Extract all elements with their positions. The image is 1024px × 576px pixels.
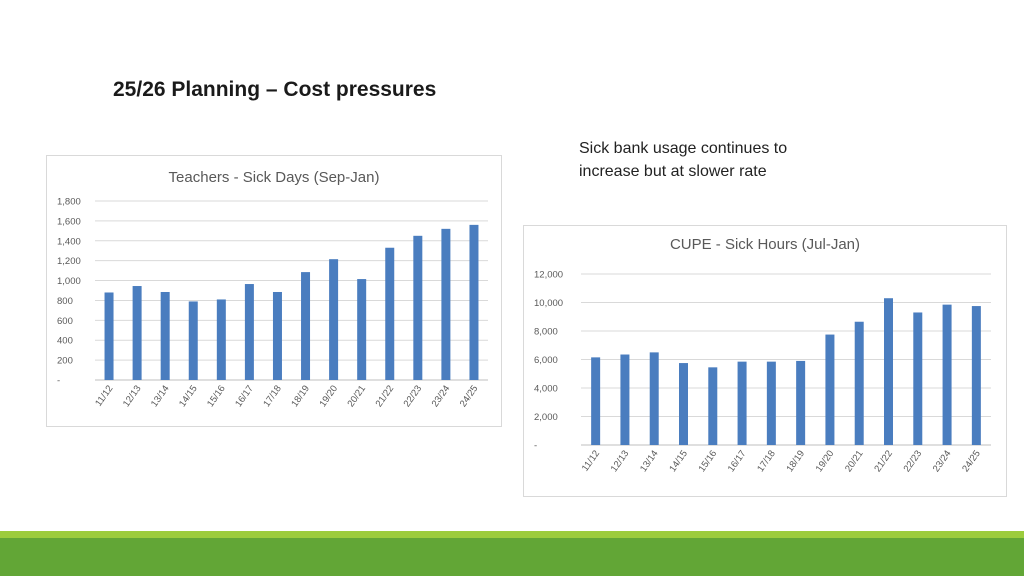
y-tick-label: 1,600 [57,216,81,227]
bar [971,306,981,445]
bar [825,334,835,445]
teachers-sick-days-chart: Teachers - Sick Days (Sep-Jan) - 200 400 60… [46,155,502,427]
x-tick-label: 22/23 [902,448,925,474]
bar [357,279,367,380]
x-tick-label: 20/21 [345,383,368,409]
x-tick-label: 23/24 [430,383,453,409]
x-tick-label: 19/20 [814,448,837,474]
x-tick-label: 18/19 [289,383,312,409]
y-tick-label: 1,400 [57,236,81,247]
bar [188,301,198,380]
y-tick-label: 4,000 [534,384,558,395]
y-tick-label: 2,000 [534,412,558,423]
x-tick-label: 23/24 [931,448,954,474]
x-tick-label: 15/16 [697,448,720,474]
y-tick-label: 8,000 [534,327,558,338]
y-tick-label: 800 [57,296,73,307]
note-line-2: increase but at slower rate [579,163,767,180]
footer-accent-stripe [0,531,1024,538]
y-tick-label: 400 [57,336,73,347]
bar [441,228,451,380]
y-tick-label: 200 [57,356,73,367]
bar [708,367,718,445]
x-tick-label: 11/12 [93,383,115,408]
bar [942,304,952,445]
x-tick-label: 14/15 [177,383,200,409]
cupe-sick-hours-chart: CUPE - Sick Hours (Jul-Jan) - 2,000 4,000 6… [523,225,1007,497]
y-tick-label: 6,000 [534,355,558,366]
x-tick-label: 15/16 [205,383,228,409]
cupe-chart-svg: - 2,000 4,000 6,000 8,000 10,000 12,000 11/12 12… [534,270,991,474]
x-tick-label: 24/25 [458,383,481,409]
chart-title: CUPE - Sick Hours (Jul-Jan) [669,236,861,253]
note-line-1: Sick bank usage continues to [579,140,788,157]
teachers-chart-svg: - 200 400 600 800 1,000 1,200 1,400 1,600 1,800 11… [57,197,488,409]
x-tick-label: 18/19 [784,448,807,474]
bar [913,312,923,445]
x-tick-label: 13/14 [638,448,661,474]
bar [884,298,893,445]
x-tick-label: 12/13 [609,448,632,474]
x-tick-label: 22/23 [402,383,425,409]
y-tick-label: 12,000 [534,270,563,281]
x-tick-label: 21/22 [872,448,895,474]
bar [160,291,170,380]
bar [679,363,688,445]
bar [413,235,423,380]
x-tick-label: 17/18 [755,448,778,474]
y-tick-label: 1,800 [57,197,81,208]
bar [301,272,311,380]
y-tick-label: 10,000 [534,298,563,309]
x-tick-label: 24/25 [960,448,983,474]
x-tick-label: 12/13 [121,383,144,409]
bar [469,224,479,380]
y-tick-label: - [534,441,537,452]
sick-bank-note: Sick bank usage continues to increase bu… [579,137,787,183]
x-tick-label: 13/14 [149,383,172,409]
x-tick-label: 16/17 [726,448,749,474]
bar [132,286,142,380]
y-tick-label: - [57,376,60,387]
x-tick-label: 17/18 [261,383,284,409]
bar [385,247,395,380]
x-tick-label: 16/17 [233,383,256,409]
bar [766,361,776,445]
bar [591,357,601,445]
chart-title: Teachers - Sick Days (Sep-Jan) [168,169,380,186]
bar [104,292,114,380]
y-tick-label: 1,200 [57,256,81,267]
x-tick-label: 21/22 [374,383,397,409]
bar [854,321,864,445]
bar [329,259,339,380]
footer-bar [0,538,1024,576]
x-tick-label: 19/20 [317,383,340,409]
x-tick-label: 11/12 [580,448,602,473]
bar [244,284,254,380]
bar [649,352,659,445]
y-tick-label: 600 [57,316,73,327]
bar [796,360,806,445]
y-tick-label: 1,000 [57,276,81,287]
x-tick-label: 14/15 [667,448,690,474]
bar [737,361,747,445]
bar [272,291,282,380]
slide-title: 25/26 Planning – Cost pressures [113,78,437,101]
x-tick-label: 20/21 [843,448,866,474]
bar [216,299,226,380]
bar [620,354,630,445]
